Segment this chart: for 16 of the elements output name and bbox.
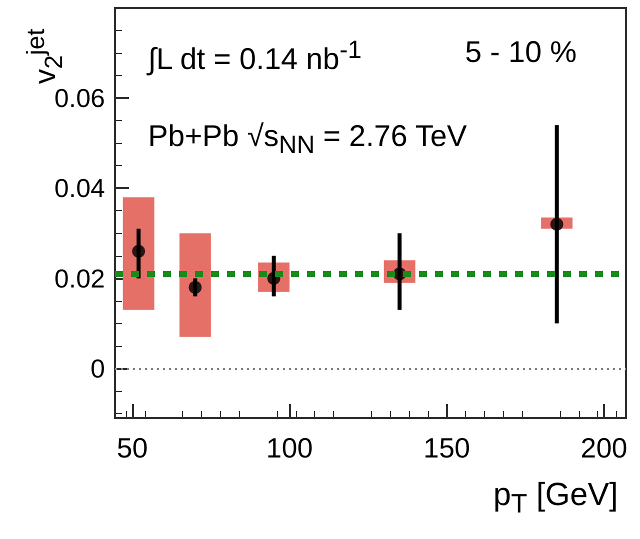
x-tick-label: 150 — [423, 432, 470, 464]
point — [132, 244, 146, 258]
y-tick-label: 0.06 — [54, 83, 105, 114]
x-tick-label: 200 — [580, 432, 628, 464]
x-tick-label: 50 — [116, 432, 148, 464]
annotation: 5 - 10 % — [465, 36, 577, 69]
x-tick-label: 100 — [266, 432, 313, 464]
bar — [179, 233, 211, 337]
point — [550, 218, 564, 231]
y-tick-label: 0 — [90, 353, 105, 384]
x-axis-title: p$_{T}$ [GeV] — [493, 476, 618, 518]
y-tick-label: 0.04 — [54, 173, 105, 204]
annotation: ∫L dt = 0.14 nb$^{-1}$ — [148, 36, 362, 76]
point — [188, 280, 202, 294]
y-tick-label: 0.02 — [54, 263, 105, 294]
annotation: Pb+Pb √s$_{NN}$ = 2.76 TeV — [148, 120, 467, 159]
